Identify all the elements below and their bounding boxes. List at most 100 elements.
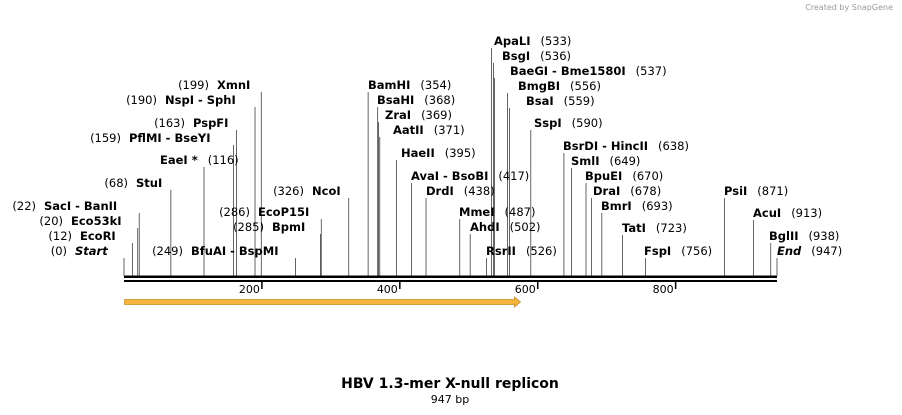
site-sspi[interactable]: SspI (590) [530, 116, 603, 276]
site-enzyme-name: BsaHI [377, 93, 414, 107]
site-end[interactable]: End (947) [776, 244, 842, 276]
snapgene-credit: Created by SnapGene [805, 3, 893, 12]
map-length: 947 bp [431, 393, 469, 406]
site-pspfi[interactable]: (163) PspFI [154, 116, 237, 276]
site-position: (20) [39, 214, 63, 228]
site-avai-bsobi[interactable]: AvaI - BsoBI (417) [411, 169, 529, 276]
site-fspi[interactable]: FspI (756) [644, 244, 712, 276]
site-position: (723) [656, 221, 687, 235]
site-label: (286) EcoP15I [219, 205, 309, 219]
site-xmni[interactable]: (199) XmnI [178, 78, 262, 276]
site-enzyme-name: RsrII [486, 244, 516, 258]
site-enzyme-name: MmeI [459, 205, 495, 219]
site-position: (938) [809, 229, 840, 243]
site-position: (913) [791, 206, 822, 220]
backbone [124, 275, 777, 282]
site-pflmi-bseyi[interactable]: (159) PflMI - BseYI [90, 131, 234, 276]
site-tati[interactable]: TatI (723) [622, 221, 687, 276]
site-bfuai-bspmi[interactable]: (249) BfuAI - BspMI [152, 244, 296, 276]
site-label: (68) StuI [104, 176, 162, 190]
site-label: BpuEI (670) [585, 169, 663, 183]
site-position: (947) [811, 244, 842, 258]
site-enzyme-name: BpmI [272, 220, 305, 234]
site-saci-banii[interactable]: (22) SacI - BanII [12, 199, 140, 276]
site-smli[interactable]: SmlI (649) [571, 154, 640, 276]
site-label: PsiI (871) [724, 184, 788, 198]
site-enzyme-name: XmnI [217, 78, 250, 92]
site-label: (199) XmnI [178, 78, 250, 92]
site-label: TatI (723) [622, 221, 687, 235]
site-enzyme-name: BsrDI - HincII [563, 139, 648, 153]
site-enzyme-name: NcoI [312, 184, 341, 198]
site-bpuei[interactable]: BpuEI (670) [585, 169, 663, 276]
map-title: HBV 1.3-mer X-null replicon [341, 376, 559, 392]
site-label: (20) Eco53kI [39, 214, 121, 228]
site-enzyme-name: EaeI * [160, 153, 198, 167]
site-haeii[interactable]: HaeII (395) [396, 146, 476, 276]
site-label: End (947) [777, 244, 842, 258]
site-label: AhdI (502) [470, 220, 541, 234]
site-label: BsgI (536) [502, 49, 571, 63]
site-aatii[interactable]: AatII (371) [379, 123, 465, 276]
site-ecop15i[interactable]: (286) EcoP15I [219, 205, 322, 276]
tick-label-400: 400 [377, 283, 398, 296]
site-label: BmrI (693) [601, 199, 673, 213]
site-label: ZraI (369) [385, 108, 452, 122]
site-enzyme-name: AhdI [470, 220, 500, 234]
site-enzyme-name: End [777, 244, 802, 258]
site-eaei[interactable]: EaeI * (116) [160, 153, 239, 276]
site-position: (163) [154, 116, 185, 130]
site-position: (354) [420, 78, 451, 92]
site-position: (533) [541, 34, 572, 48]
site-eco53ki[interactable]: (20) Eco53kI [39, 214, 139, 276]
site-enzyme-name: NspI - SphI [165, 93, 236, 107]
site-enzyme-name: BsaI [526, 94, 554, 108]
site-bsahi[interactable]: BsaHI (368) [377, 93, 455, 276]
site-position: (590) [572, 116, 603, 130]
site-bsai[interactable]: BsaI (559) [509, 94, 595, 276]
site-ncoi[interactable]: (326) NcoI [273, 184, 350, 276]
site-zrai[interactable]: ZraI (369) [378, 108, 452, 276]
site-drai[interactable]: DraI (678) [591, 184, 662, 276]
site-position: (369) [421, 108, 452, 122]
site-nspi-sphi[interactable]: (190) NspI - SphI [126, 93, 256, 276]
site-bsgi[interactable]: BsgI (536) [493, 49, 571, 276]
site-bmgbi[interactable]: BmgBI (556) [507, 79, 601, 276]
site-ahdi[interactable]: AhdI (502) [469, 220, 541, 276]
site-label: BmgBI (556) [518, 79, 601, 93]
site-position: (249) [152, 244, 183, 258]
site-ecori[interactable]: (12) EcoRI [48, 229, 133, 276]
site-bsrdi-hincii[interactable]: BsrDI - HincII (638) [563, 139, 689, 276]
site-position: (190) [126, 93, 157, 107]
site-stui[interactable]: (68) StuI [104, 176, 172, 276]
site-enzyme-name: BamHI [368, 78, 410, 92]
site-position: (12) [48, 229, 72, 243]
site-enzyme-name: SacI - BanII [44, 199, 117, 213]
feature-arrow[interactable] [124, 296, 522, 308]
site-apali[interactable]: ApaLI (533) [491, 34, 572, 276]
site-acui[interactable]: AcuI (913) [753, 206, 822, 276]
site-bpmi[interactable]: (285) BpmI [233, 220, 321, 276]
site-enzyme-name: StuI [136, 176, 162, 190]
site-psii[interactable]: PsiI (871) [724, 184, 788, 276]
site-mmei[interactable]: MmeI (487) [459, 205, 535, 276]
site-enzyme-name: DrdI [426, 184, 454, 198]
site-label: BglII (938) [769, 229, 839, 243]
site-bamhi[interactable]: BamHI (354) [367, 78, 451, 276]
feature-track[interactable] [124, 296, 522, 308]
site-drdi[interactable]: DrdI (438) [425, 184, 495, 276]
site-rsrii[interactable]: RsrII (526) [486, 244, 557, 276]
site-bmri[interactable]: BmrI (693) [601, 199, 673, 276]
site-label: RsrII (526) [486, 244, 557, 258]
site-enzyme-name: BmgBI [518, 79, 560, 93]
site-bglii[interactable]: BglII (938) [769, 229, 839, 276]
site-enzyme-name: PsiI [724, 184, 747, 198]
site-baegi-bme1580i[interactable]: BaeGI - Bme1580I (537) [493, 64, 667, 276]
site-start[interactable]: (0) Start [51, 244, 125, 276]
site-position: (116) [208, 153, 239, 167]
tick-label-600: 600 [515, 283, 536, 296]
site-label: (163) PspFI [154, 116, 228, 130]
site-enzyme-name: BaeGI - Bme1580I [510, 64, 626, 78]
tick-label-800: 800 [653, 283, 674, 296]
site-position: (670) [632, 169, 663, 183]
